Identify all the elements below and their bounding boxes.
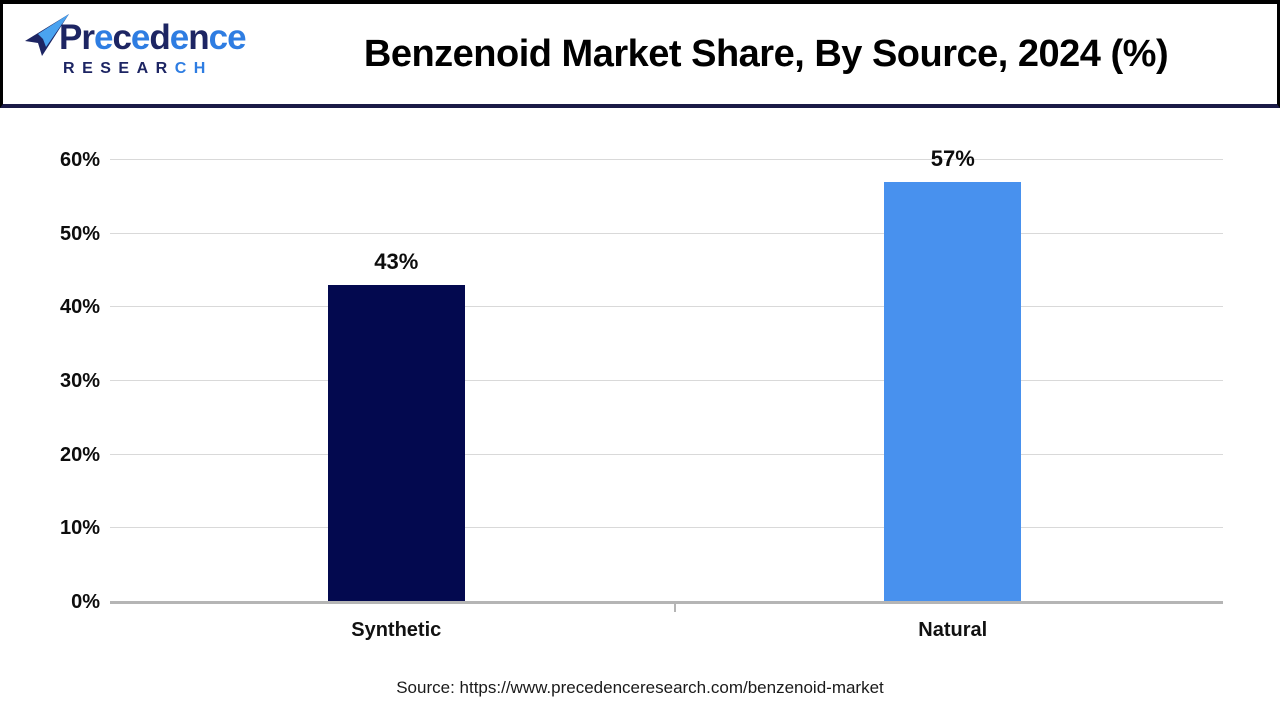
- logo-letter: A: [136, 60, 156, 77]
- chart-title: Benzenoid Market Share, By Source, 2024 …: [363, 32, 1169, 75]
- logo-letter: R: [155, 60, 175, 77]
- bar-chart: 0% 10% 20% 30% 40% 50% 60% 43% Synthetic 57% Natur…: [0, 110, 1280, 720]
- logo-letter: H: [193, 60, 213, 77]
- source-text: Source: https://www.precedenceresearch.c…: [396, 678, 884, 697]
- x-axis-category-label: Synthetic: [351, 619, 442, 641]
- bar: [884, 182, 1022, 603]
- logo-letter: c: [112, 18, 131, 57]
- logo-letter: e: [93, 18, 113, 57]
- logo-letter: e: [169, 18, 189, 57]
- y-axis-tick-label: 50%: [59, 222, 100, 245]
- logo-letter: n: [188, 18, 209, 57]
- bar-value-label: 43%: [374, 249, 419, 275]
- logo-letter: E: [118, 60, 137, 77]
- y-axis-tick-label: 30%: [59, 370, 100, 392]
- logo-letter: R: [63, 60, 83, 77]
- logo-letter: P: [59, 18, 82, 57]
- gridline: [110, 380, 1223, 381]
- header: Precedence RESEARCH Benzenoid Market Sha…: [0, 0, 1280, 108]
- gridline: [110, 306, 1223, 308]
- x-axis-tick: [673, 604, 676, 612]
- y-axis-tick-label: 40%: [59, 296, 100, 319]
- gridline: [110, 527, 1223, 529]
- gridline: [110, 232, 1223, 234]
- logo-brand-text: Precedence: [59, 18, 247, 58]
- logo-sub-text: RESEARCH: [63, 60, 213, 78]
- logo-letter: E: [82, 60, 101, 77]
- paper-plane-icon: [25, 14, 69, 56]
- logo-letter: S: [100, 60, 119, 77]
- logo-letter: e: [227, 18, 246, 57]
- x-axis-category-label: Natural: [918, 619, 988, 641]
- logo-letter: d: [149, 18, 170, 57]
- gridline: [110, 453, 1223, 455]
- logo-letter: c: [208, 18, 228, 57]
- precedence-research-logo: Precedence RESEARCH: [25, 12, 263, 96]
- bar: [327, 285, 465, 603]
- y-axis-tick-label: 20%: [59, 443, 100, 466]
- logo-letter: e: [130, 18, 150, 57]
- x-axis-line: [110, 601, 1223, 604]
- y-axis-tick-label: 10%: [59, 517, 100, 540]
- y-axis-tick-label: 0%: [71, 591, 100, 613]
- bar-value-label: 57%: [930, 146, 975, 172]
- gridline: [110, 159, 1223, 160]
- logo-letter: r: [81, 18, 95, 57]
- y-axis-tick-label: 60%: [59, 149, 100, 171]
- logo-letter: C: [174, 60, 194, 77]
